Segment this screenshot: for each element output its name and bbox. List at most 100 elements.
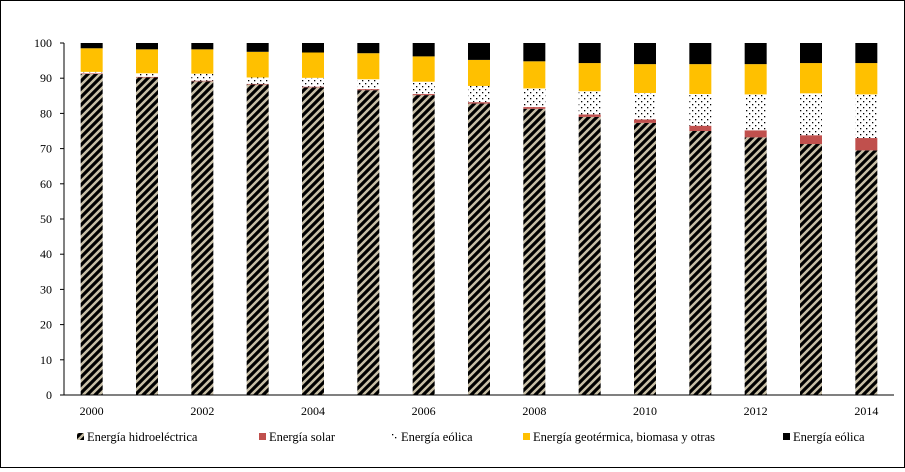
y-tick-label: 30 <box>40 282 52 296</box>
y-tick-label: 70 <box>40 142 52 156</box>
bar-segment-2005-s3 <box>357 53 380 80</box>
bar-segment-2003-s3 <box>246 51 269 78</box>
bar-segment-2011-s3 <box>689 64 712 95</box>
legend-label: Energía hidroeléctrica <box>87 430 198 444</box>
bar-segment-2000-s4 <box>80 43 103 49</box>
bar-segment-2007-s0 <box>468 103 490 395</box>
bar-segment-2014-s3 <box>855 63 878 95</box>
bar-segment-2002-s4 <box>191 43 214 50</box>
legend-swatch <box>783 433 790 440</box>
bar-segment-2012-s2 <box>744 94 767 131</box>
legend-swatch <box>77 433 84 440</box>
bar-segment-2004-s1 <box>302 86 324 88</box>
bar-segment-2007-s1 <box>468 102 490 104</box>
bar-segment-2013-s2 <box>800 93 822 136</box>
bar-segment-2005-s0 <box>357 90 380 396</box>
bar-segment-2001-s3 <box>136 49 158 74</box>
bar-segment-2014-s1 <box>855 138 878 151</box>
bar-segment-2001-s0 <box>136 77 158 395</box>
y-tick-label: 40 <box>40 247 52 261</box>
y-tick-label: 50 <box>40 212 52 226</box>
bar-segment-2008-s3 <box>523 61 546 89</box>
x-tick-label: 2010 <box>633 404 657 418</box>
bar-segment-2014-s4 <box>855 43 878 64</box>
bar-segment-2007-s3 <box>468 59 490 86</box>
bar-segment-2012-s3 <box>744 64 767 95</box>
bar-segment-2013-s4 <box>800 43 822 64</box>
x-tick-label: 2000 <box>80 404 104 418</box>
bar-segment-2013-s1 <box>800 135 822 145</box>
bar-segment-2007-s4 <box>468 43 490 60</box>
x-tick-label: 2008 <box>522 404 546 418</box>
bar-segment-2007-s2 <box>468 85 490 103</box>
legend-swatch <box>259 433 266 440</box>
bar-segment-2004-s2 <box>302 77 324 87</box>
bar-segment-2006-s4 <box>412 43 435 57</box>
bar-segment-2005-s4 <box>357 43 380 54</box>
bar-segment-2002-s3 <box>191 49 214 74</box>
bar-segment-2010-s4 <box>634 43 656 65</box>
legend-label: Energía geotérmica, biomasa y otras <box>533 430 715 444</box>
bar-segment-2012-s4 <box>744 43 767 65</box>
bar-segment-2010-s1 <box>634 119 656 123</box>
bar-segment-2008-s0 <box>523 108 546 395</box>
x-tick-label: 2006 <box>412 404 436 418</box>
y-tick-label: 10 <box>40 353 52 367</box>
bar-segment-2012-s1 <box>744 130 767 138</box>
bar-segment-2009-s3 <box>578 63 601 92</box>
legend-label: Energía solar <box>269 430 336 444</box>
bar-segment-2011-s4 <box>689 43 712 65</box>
bar-segment-2010-s0 <box>634 122 656 396</box>
bar-segment-2013-s3 <box>800 63 822 94</box>
bar-segment-2006-s3 <box>412 56 435 82</box>
x-tick-label: 2004 <box>301 404 325 418</box>
x-tick-label: 2012 <box>744 404 768 418</box>
bar-segment-2000-s2 <box>80 71 103 74</box>
bar-segment-2000-s0 <box>80 73 103 395</box>
bar-segment-2005-s2 <box>357 79 380 90</box>
y-tick-label: 0 <box>46 388 52 402</box>
plot-area <box>80 43 878 396</box>
bar-segment-2008-s1 <box>523 107 546 109</box>
bar-segment-2011-s2 <box>689 94 712 126</box>
bar-segment-2003-s2 <box>246 77 269 84</box>
bar-segment-2012-s0 <box>744 137 767 395</box>
legend-swatch <box>391 433 398 440</box>
bar-segment-2009-s0 <box>578 116 601 396</box>
legend: Energía hidroeléctrica Energía solar Energ… <box>77 430 865 444</box>
bar-segment-2001-s2 <box>136 73 158 77</box>
bar-segment-2005-s1 <box>357 89 380 91</box>
bar-segment-2000-s1 <box>80 73 103 74</box>
legend-label: Energía eólica <box>793 430 865 444</box>
x-axis: 2000 2002 2004 2006 2008 2010 2012 2014 <box>64 394 894 418</box>
bar-segment-2009-s1 <box>578 114 601 117</box>
bar-segment-2004-s4 <box>302 43 324 53</box>
bar-segment-2002-s1 <box>191 80 214 82</box>
y-tick-label: 80 <box>40 106 52 120</box>
bar-segment-2001-s4 <box>136 43 158 50</box>
bar-segment-2004-s0 <box>302 87 324 395</box>
bar-segment-2011-s1 <box>689 125 712 131</box>
bar-segment-2009-s2 <box>578 91 601 115</box>
bar-segment-2003-s4 <box>246 43 269 52</box>
bar-segment-2000-s3 <box>80 48 103 72</box>
bar-segment-2006-s2 <box>412 81 435 95</box>
bar-segment-2004-s3 <box>302 52 324 78</box>
y-axis: 0 10 20 30 40 50 60 70 80 90 100 <box>34 36 65 402</box>
bar-segment-2003-s0 <box>246 84 269 395</box>
bar-segment-2009-s4 <box>578 43 601 64</box>
bar-segment-2014-s0 <box>855 150 878 395</box>
legend-label: Energía eólica <box>401 430 473 444</box>
bar-segment-2010-s2 <box>634 92 656 120</box>
bar-segment-2014-s2 <box>855 94 878 139</box>
x-tick-label: 2014 <box>854 404 878 418</box>
x-tick-label: 2002 <box>190 404 214 418</box>
bar-segment-2006-s1 <box>412 94 435 96</box>
bar-segment-2010-s3 <box>634 64 656 93</box>
bar-segment-2013-s0 <box>800 144 822 395</box>
bar-segment-2008-s4 <box>523 43 546 62</box>
bar-segment-2003-s1 <box>246 83 269 85</box>
y-tick-label: 100 <box>34 36 52 50</box>
